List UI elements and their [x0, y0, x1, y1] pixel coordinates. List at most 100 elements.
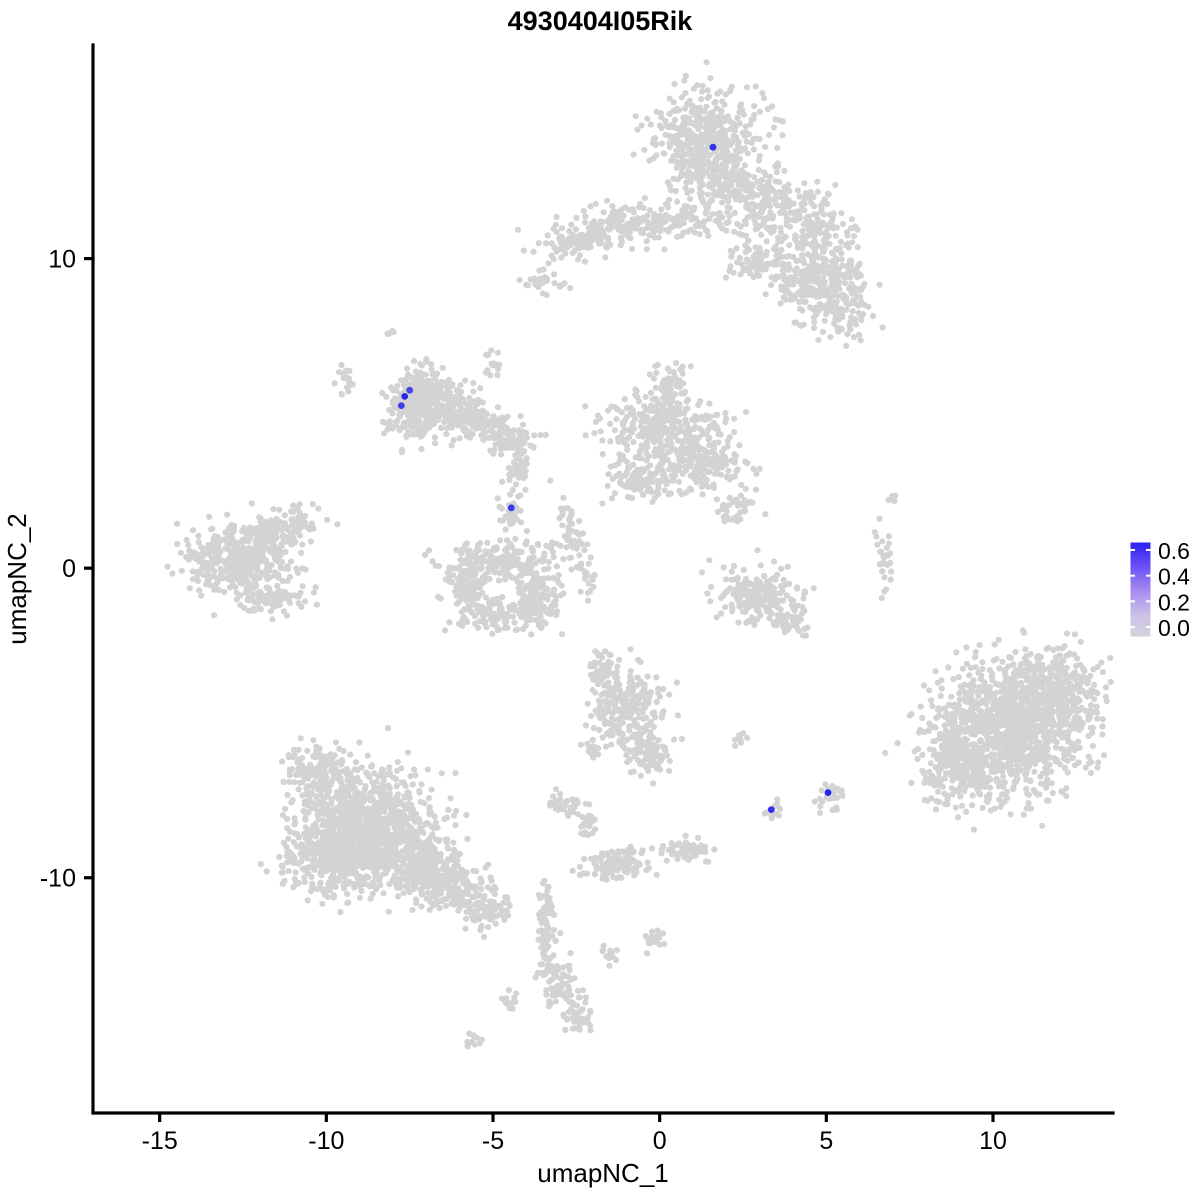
- scatter-point: [206, 551, 213, 558]
- scatter-point: [413, 398, 420, 405]
- scatter-point: [627, 668, 634, 675]
- scatter-point: [707, 449, 714, 456]
- scatter-point: [607, 651, 614, 659]
- scatter-point: [587, 203, 594, 210]
- scatter-point: [794, 585, 801, 592]
- scatter-point: [691, 438, 698, 446]
- scatter-point: [775, 273, 782, 280]
- scatter-point: [230, 525, 237, 532]
- scatter-point: [812, 304, 819, 311]
- scatter-point: [792, 294, 799, 301]
- scatter-point: [754, 225, 761, 232]
- scatter-point: [838, 250, 845, 257]
- scatter-point: [258, 569, 265, 576]
- scatter-point: [644, 673, 651, 680]
- scatter-point: [674, 198, 681, 205]
- scatter-point: [267, 539, 274, 546]
- scatter-point: [609, 475, 617, 482]
- scatter-point: [844, 331, 851, 338]
- scatter-point: [495, 577, 503, 584]
- scatter-point: [646, 207, 654, 214]
- scatter-point: [730, 562, 738, 570]
- scatter-point: [742, 249, 749, 256]
- scatter-point: [715, 175, 722, 182]
- scatter-point: [202, 581, 210, 588]
- scatter-point: [849, 239, 856, 246]
- scatter-point: [641, 701, 648, 708]
- scatter-point: [685, 169, 692, 176]
- scatter-point: [713, 466, 720, 473]
- scatter-point: [483, 624, 490, 631]
- scatter-point: [810, 324, 818, 332]
- scatter-point: [653, 108, 660, 115]
- scatter-point: [702, 452, 709, 459]
- scatter-point: [409, 430, 416, 437]
- scatter-point: [585, 232, 593, 239]
- scatter-point: [695, 446, 703, 454]
- scatter-point: [607, 727, 614, 735]
- scatter-point: [838, 325, 845, 332]
- scatter-point: [238, 538, 245, 546]
- scatter-point: [494, 624, 501, 631]
- scatter-point: [728, 568, 735, 575]
- scatter-point: [750, 211, 757, 218]
- scatter-point: [757, 178, 764, 185]
- scatter-point: [671, 81, 678, 88]
- scatter-point: [551, 271, 558, 278]
- scatter-point: [511, 547, 518, 555]
- scatter-point: [254, 528, 261, 535]
- scatter-point: [437, 595, 444, 602]
- scatter-point: [492, 610, 499, 617]
- scatter-point: [189, 527, 197, 534]
- scatter-point: [856, 260, 863, 267]
- scatter-point: [826, 240, 833, 248]
- scatter-point: [690, 206, 697, 213]
- scatter-point: [712, 138, 719, 146]
- scatter-point: [811, 251, 818, 258]
- scatter-point: [630, 733, 638, 740]
- scatter-point: [646, 743, 653, 750]
- scatter-point: [696, 231, 703, 238]
- scatter-point: [512, 481, 520, 488]
- scatter-point: [669, 477, 676, 484]
- scatter-point: [709, 109, 716, 116]
- scatter-point: [209, 525, 216, 533]
- scatter-point: [542, 240, 550, 247]
- scatter-point: [599, 451, 606, 458]
- scatter-point: [558, 582, 565, 589]
- scatter-point: [743, 603, 750, 611]
- scatter-point: [799, 609, 806, 616]
- scatter-point: [754, 192, 761, 199]
- scatter-point: [756, 579, 763, 586]
- scatter-point: [250, 548, 257, 555]
- scatter-point: [506, 429, 513, 436]
- scatter-point: [494, 404, 502, 411]
- scatter-point: [607, 660, 615, 667]
- scatter-point: [564, 244, 571, 251]
- scatter-point: [661, 150, 668, 157]
- scatter-point: [735, 619, 742, 626]
- scatter-point: [650, 734, 657, 741]
- scatter-point: [277, 564, 284, 571]
- scatter-point: [643, 246, 650, 253]
- scatter-point: [490, 618, 497, 625]
- scatter-point: [307, 538, 314, 545]
- scatter-point: [714, 210, 721, 217]
- scatter-point: [801, 180, 808, 187]
- scatter-point: [853, 265, 860, 272]
- scatter-point: [632, 454, 639, 461]
- scatter-point: [674, 712, 682, 719]
- scatter-point: [536, 275, 543, 282]
- scatter-point: [581, 568, 588, 575]
- scatter-point: [703, 59, 710, 66]
- scatter-point: [536, 604, 544, 611]
- scatter-point: [704, 191, 711, 198]
- scatter-point: [626, 756, 633, 764]
- scatter-point: [196, 555, 204, 563]
- scatter-point: [237, 602, 244, 609]
- scatter-point: [830, 210, 837, 217]
- scatter-point: [745, 587, 752, 594]
- scatter-point: [613, 416, 620, 423]
- scatter-point: [776, 616, 783, 623]
- scatter-point: [695, 401, 702, 409]
